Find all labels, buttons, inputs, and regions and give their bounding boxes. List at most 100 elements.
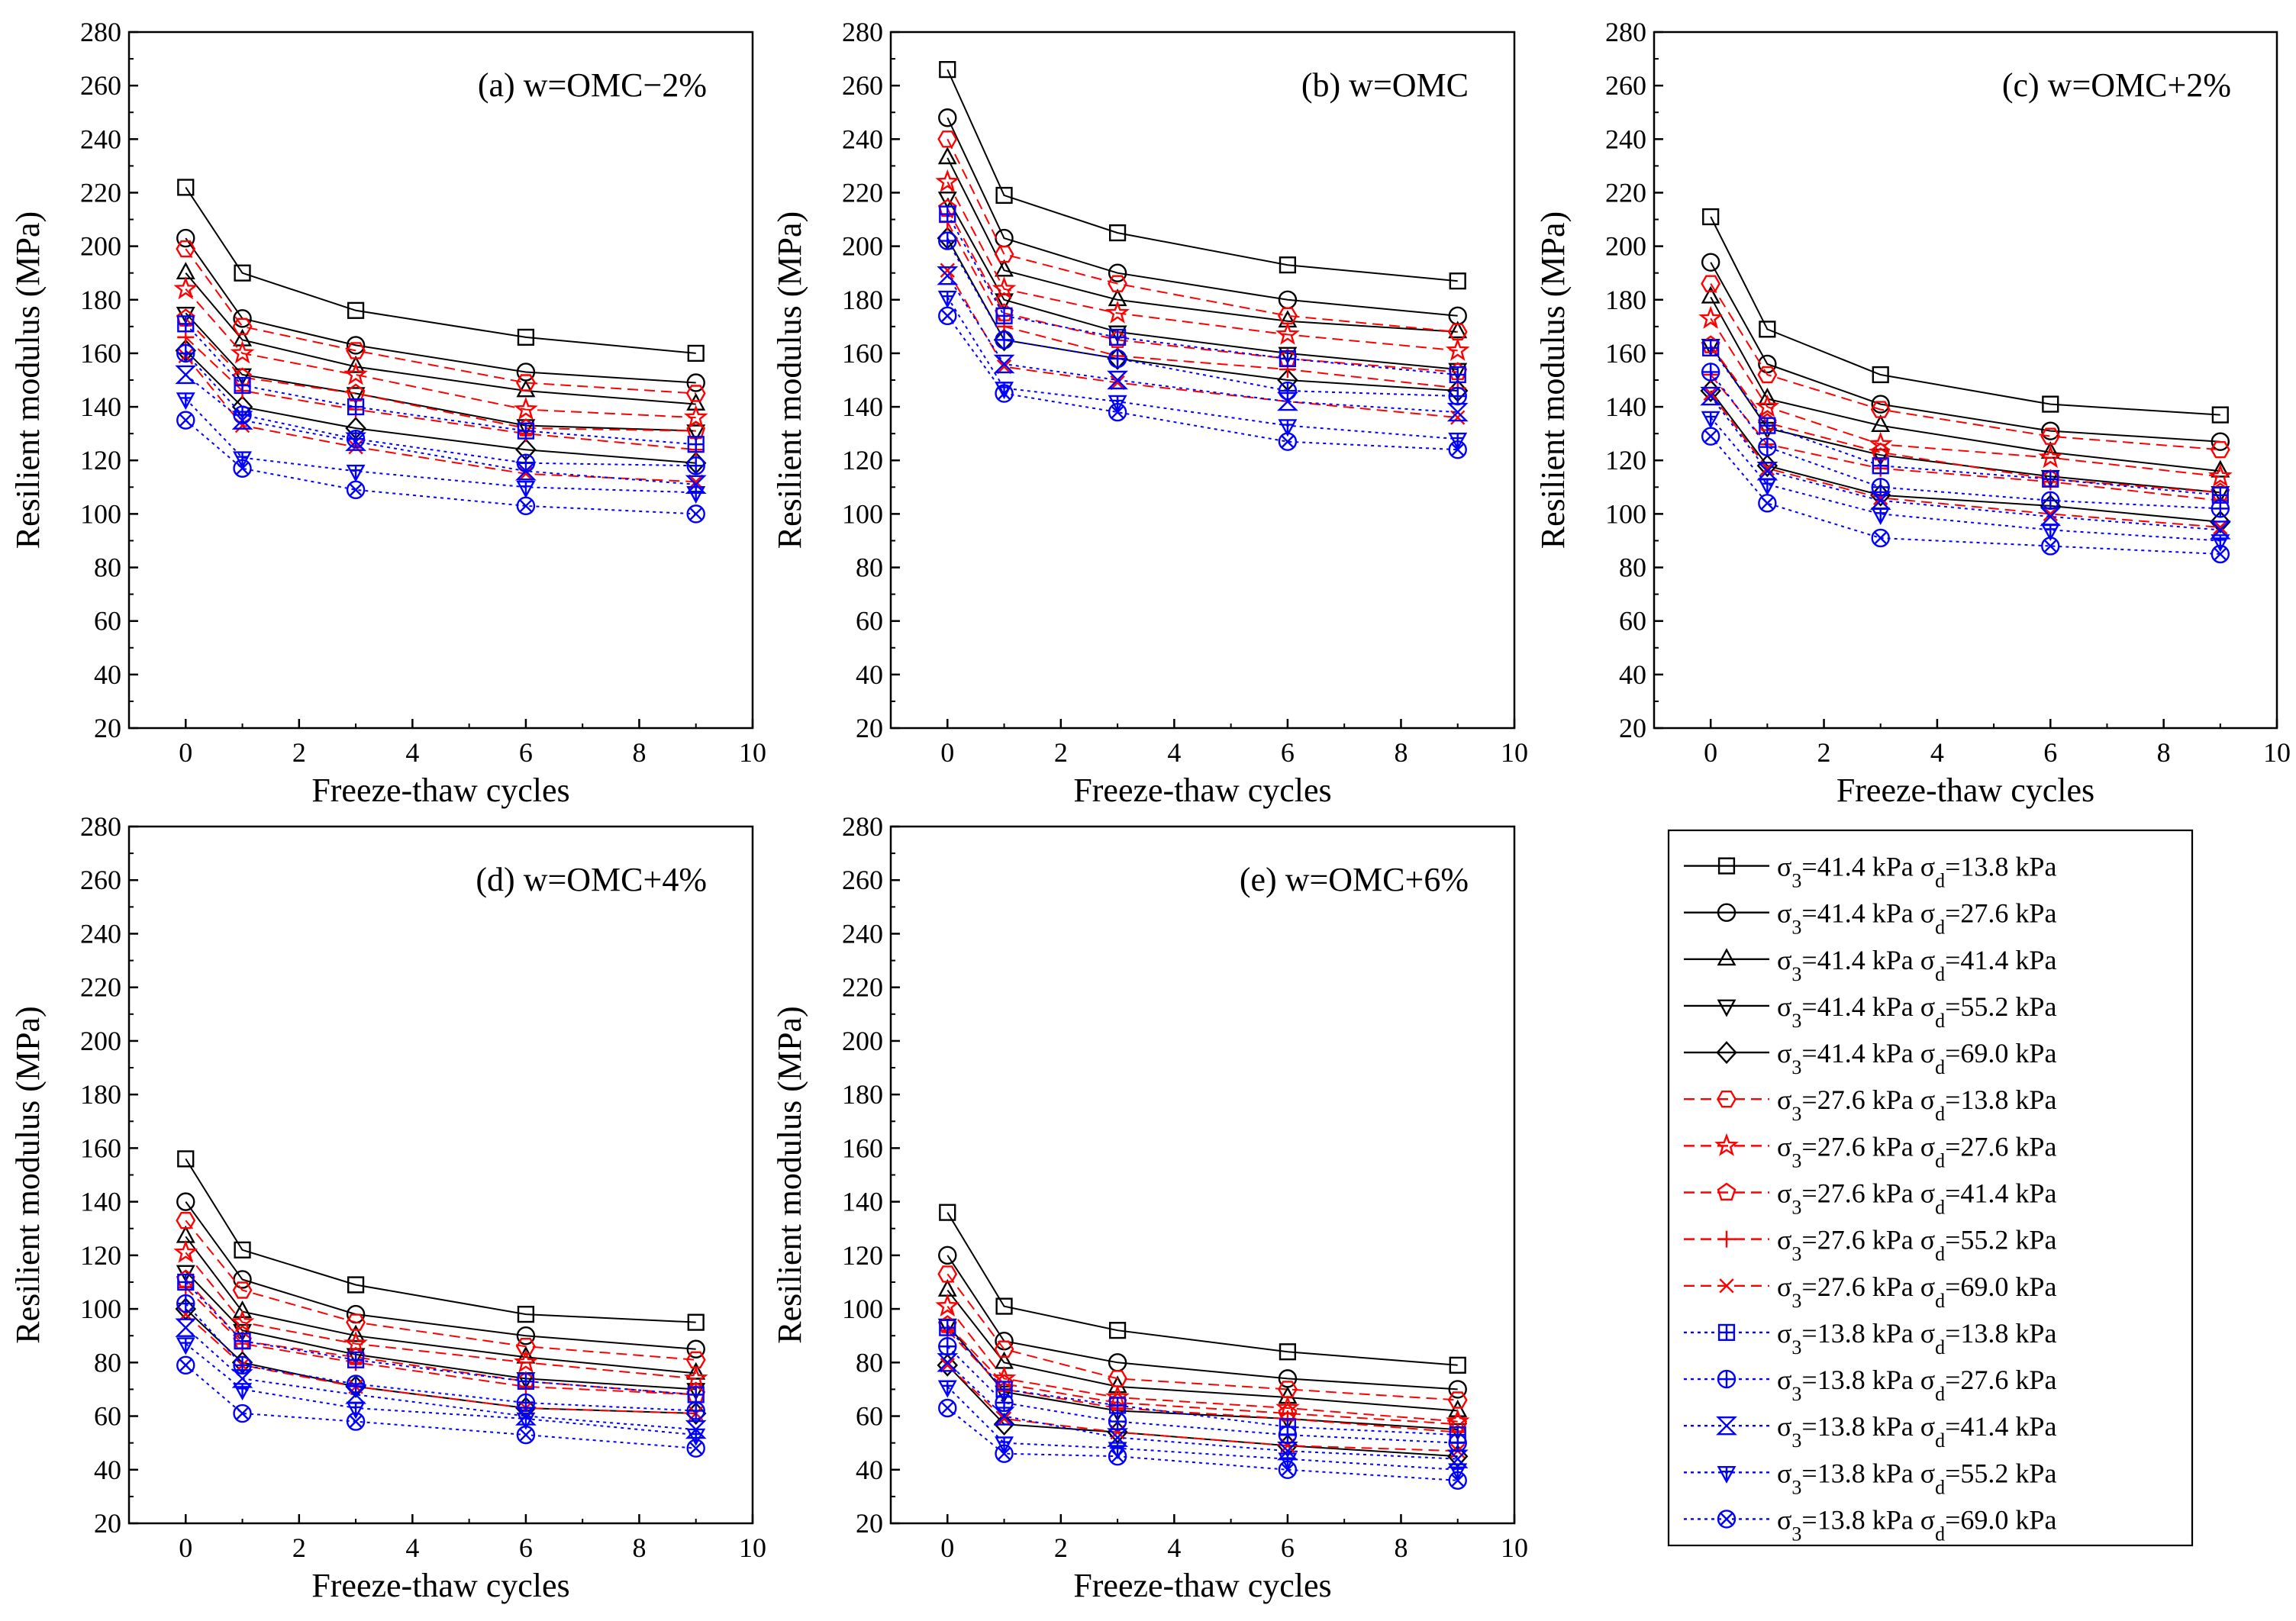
series-line xyxy=(946,1273,1458,1401)
data-point xyxy=(1108,349,1127,369)
data-point xyxy=(231,411,253,430)
data-point xyxy=(230,1309,255,1333)
data-point xyxy=(686,1428,706,1446)
y-tick-label: 180 xyxy=(80,1079,121,1110)
data-point xyxy=(2042,470,2059,488)
data-point xyxy=(1277,392,1298,411)
series-13 xyxy=(1700,386,2231,540)
x-tick-label: 6 xyxy=(519,737,533,768)
data-point xyxy=(1872,457,1889,475)
data-point xyxy=(233,309,252,328)
x-tick-label: 8 xyxy=(632,737,646,768)
legend-label: σ3=41.4 kPa σd=13.8 kPa xyxy=(1777,852,2056,892)
series-line xyxy=(946,1365,1458,1452)
series-15 xyxy=(938,306,1467,459)
legend-marker xyxy=(1717,948,1737,966)
data-point xyxy=(1278,307,1298,324)
data-point xyxy=(1871,414,1891,432)
data-point xyxy=(686,424,706,443)
data-point xyxy=(176,306,195,324)
data-point xyxy=(2213,520,2228,535)
legend-label: σ3=27.6 kPa σd=55.2 kPa xyxy=(1777,1225,2056,1265)
y-tick-label: 40 xyxy=(94,1455,121,1485)
y-tick-label: 60 xyxy=(856,606,883,636)
legend-entry-2: σ3=41.4 kPa σd=27.6 kPa xyxy=(1684,898,2056,938)
y-tick-label: 220 xyxy=(842,177,883,208)
panel-d: 20 40 60 80 100 120 140 160 180 200 220 240 260 280 0 2… xyxy=(9,811,766,1604)
series-line xyxy=(946,1327,1458,1436)
legend: σ3=41.4 kPa σd=13.8 kPa σ3=41.4 kPa σd=27… xyxy=(1667,829,2194,1547)
series-3 xyxy=(176,1225,706,1380)
data-point xyxy=(1448,440,1467,459)
legend-marker xyxy=(1717,1090,1737,1108)
data-point xyxy=(514,1349,538,1373)
series-line xyxy=(185,323,696,446)
series-line xyxy=(946,214,1458,375)
series-7 xyxy=(935,169,1470,361)
series-line xyxy=(946,1212,1458,1366)
data-point xyxy=(516,1326,536,1345)
series-line xyxy=(946,1386,1458,1471)
series-line xyxy=(946,1365,1458,1458)
data-point xyxy=(939,61,956,79)
data-point xyxy=(233,1403,252,1423)
data-point xyxy=(1278,1381,1298,1398)
legend-marker xyxy=(1717,857,1736,875)
data-point xyxy=(1698,305,1724,329)
x-tick-label: 6 xyxy=(2043,737,2057,768)
series-line xyxy=(185,350,696,464)
data-point xyxy=(343,362,368,385)
data-point xyxy=(1108,1447,1127,1466)
data-point xyxy=(517,1305,535,1323)
data-point xyxy=(514,396,538,421)
data-point xyxy=(937,1380,957,1398)
legend-label: σ3=41.4 kPa σd=41.4 kPa xyxy=(1777,945,2056,985)
data-point xyxy=(1448,1380,1467,1399)
data-point xyxy=(1110,375,1125,391)
data-point xyxy=(937,266,959,285)
x-tick-label: 10 xyxy=(739,1532,766,1563)
legend-entry-4: σ3=41.4 kPa σd=55.2 kPa xyxy=(1684,991,2056,1031)
series-13 xyxy=(175,1318,707,1439)
legend-label: σ3=27.6 kPa σd=13.8 kPa xyxy=(1777,1084,2056,1125)
y-tick-label: 200 xyxy=(842,1026,883,1056)
y-tick-label: 140 xyxy=(842,392,883,422)
series-10 xyxy=(940,1358,1466,1458)
data-point xyxy=(937,192,957,210)
y-tick-label: 220 xyxy=(80,177,121,208)
series-line xyxy=(185,317,696,432)
data-point xyxy=(2041,491,2060,511)
series-4 xyxy=(1701,339,2230,504)
y-tick-label: 180 xyxy=(842,285,883,315)
y-tick-label: 160 xyxy=(842,1133,883,1163)
data-point xyxy=(937,1353,959,1372)
x-tick-label: 0 xyxy=(179,737,192,768)
y-axis-label: Resilient modulus (MPa) xyxy=(771,1006,808,1343)
series-line xyxy=(946,1324,1458,1426)
data-point xyxy=(1755,394,1780,417)
legend-marker xyxy=(1717,1465,1737,1484)
data-point xyxy=(347,398,365,416)
data-point xyxy=(685,385,706,402)
data-point xyxy=(176,1225,195,1243)
data-point xyxy=(1702,339,1720,357)
y-tick-label: 260 xyxy=(80,865,121,895)
series-8 xyxy=(937,198,1468,380)
legend-box xyxy=(1667,829,2194,1547)
data-point xyxy=(1108,1412,1127,1431)
y-tick-label: 260 xyxy=(842,865,883,895)
y-tick-label: 280 xyxy=(1605,17,1646,47)
series-1 xyxy=(1702,208,2229,424)
y-tick-label: 20 xyxy=(94,1508,121,1539)
series-15 xyxy=(176,1355,705,1458)
data-point xyxy=(1759,417,1776,434)
series-line xyxy=(946,69,1458,282)
data-point xyxy=(347,1276,365,1294)
data-point xyxy=(1108,275,1127,292)
y-tick-label: 60 xyxy=(1619,606,1646,636)
legend-marker xyxy=(1717,1369,1737,1389)
series-6 xyxy=(937,131,1468,341)
data-point xyxy=(995,186,1013,205)
series-line xyxy=(185,1158,696,1323)
